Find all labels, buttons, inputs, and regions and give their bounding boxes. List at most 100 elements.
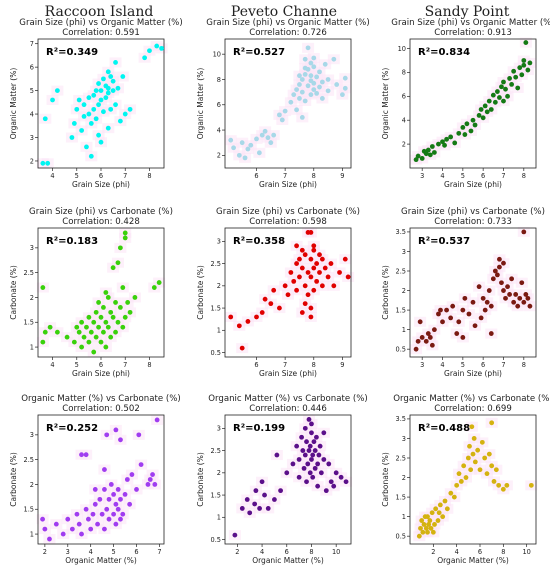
x-tick-label: 10 bbox=[332, 548, 340, 556]
data-point bbox=[451, 494, 457, 500]
data-point bbox=[259, 132, 265, 138]
data-point bbox=[427, 152, 433, 158]
data-point bbox=[154, 43, 160, 49]
data-point bbox=[470, 117, 476, 123]
data-point bbox=[440, 514, 446, 520]
data-point bbox=[308, 314, 314, 320]
data-point bbox=[96, 132, 101, 138]
data-point bbox=[74, 324, 80, 330]
panel-correlation: Correlation: 0.733 bbox=[434, 217, 512, 227]
data-point bbox=[104, 432, 110, 438]
data-point bbox=[311, 80, 317, 86]
data-point bbox=[299, 310, 305, 315]
data-point bbox=[40, 339, 46, 345]
data-point bbox=[101, 109, 106, 115]
data-point bbox=[79, 531, 84, 537]
data-point bbox=[488, 303, 494, 309]
data-point bbox=[311, 243, 317, 249]
y-axis-label: Carbonate (%) bbox=[196, 452, 205, 507]
data-point bbox=[111, 491, 116, 497]
data-point bbox=[325, 77, 331, 82]
data-point bbox=[436, 311, 441, 317]
plot-frame bbox=[224, 414, 352, 545]
data-point bbox=[60, 531, 66, 537]
data-point bbox=[513, 74, 519, 80]
data-point bbox=[505, 284, 510, 290]
data-point bbox=[274, 452, 280, 458]
scatter-panel-4: Grain Size (phi) vs Carbonate (%)Correla… bbox=[9, 207, 173, 378]
data-point bbox=[425, 514, 430, 520]
data-points bbox=[40, 43, 164, 166]
data-point bbox=[480, 295, 486, 301]
panel-correlation: Correlation: 0.726 bbox=[249, 28, 327, 38]
data-point bbox=[304, 439, 309, 445]
data-point bbox=[317, 443, 323, 449]
data-point bbox=[118, 516, 123, 522]
data-point bbox=[311, 287, 317, 293]
data-point bbox=[310, 452, 316, 458]
plot-frame bbox=[37, 414, 165, 545]
data-point bbox=[257, 506, 262, 511]
data-point bbox=[486, 451, 492, 457]
y-axis-label: Carbonate (%) bbox=[9, 265, 18, 320]
data-point bbox=[42, 329, 48, 335]
data-point bbox=[86, 95, 92, 101]
data-point bbox=[511, 68, 517, 74]
data-point bbox=[101, 304, 106, 310]
x-tick-label: 6 bbox=[481, 172, 485, 180]
data-point bbox=[294, 243, 299, 249]
y-tick-label: 1 bbox=[30, 343, 34, 351]
data-point bbox=[469, 424, 475, 430]
data-point bbox=[76, 97, 82, 103]
data-point bbox=[471, 436, 477, 441]
data-point bbox=[448, 315, 454, 321]
data-point bbox=[331, 283, 337, 289]
data-point bbox=[290, 461, 296, 467]
data-point bbox=[259, 310, 265, 315]
data-point bbox=[294, 107, 299, 113]
data-point bbox=[328, 479, 334, 485]
data-point bbox=[122, 111, 128, 117]
data-point bbox=[444, 307, 449, 313]
data-point bbox=[84, 144, 89, 150]
data-point bbox=[98, 88, 104, 93]
data-point bbox=[113, 427, 119, 433]
data-point bbox=[311, 247, 317, 253]
y-tick-label: 7 bbox=[30, 40, 34, 48]
data-point bbox=[228, 137, 234, 143]
data-point bbox=[468, 128, 474, 134]
x-tick-label: 6 bbox=[481, 361, 485, 369]
data-point bbox=[523, 292, 529, 297]
data-point bbox=[497, 256, 502, 262]
x-tick-label: 2 bbox=[431, 548, 435, 556]
y-tick-label: 1.5 bbox=[396, 493, 407, 501]
data-point bbox=[431, 150, 437, 155]
data-point bbox=[322, 265, 328, 271]
data-point bbox=[105, 324, 111, 330]
data-point bbox=[247, 510, 253, 516]
data-point bbox=[299, 247, 305, 253]
data-point bbox=[297, 82, 302, 87]
data-point bbox=[417, 319, 423, 325]
data-point bbox=[299, 115, 305, 120]
data-point bbox=[311, 265, 317, 271]
data-point bbox=[317, 252, 322, 258]
data-point bbox=[321, 457, 327, 462]
data-point bbox=[279, 117, 285, 123]
y-axis-label: Organic Matter (%) bbox=[9, 68, 18, 140]
y-tick-label: 5 bbox=[30, 87, 34, 95]
data-point bbox=[308, 92, 314, 98]
data-point bbox=[517, 295, 523, 301]
data-point bbox=[304, 479, 309, 485]
x-tick-label: 5 bbox=[75, 172, 79, 180]
data-point bbox=[239, 506, 245, 511]
x-tick-label: 7 bbox=[123, 172, 127, 180]
data-point bbox=[277, 305, 282, 311]
data-point bbox=[285, 292, 291, 298]
data-point bbox=[425, 147, 431, 153]
data-point bbox=[448, 490, 454, 496]
data-point bbox=[83, 506, 89, 512]
data-point bbox=[291, 92, 297, 98]
data-point bbox=[463, 475, 469, 480]
